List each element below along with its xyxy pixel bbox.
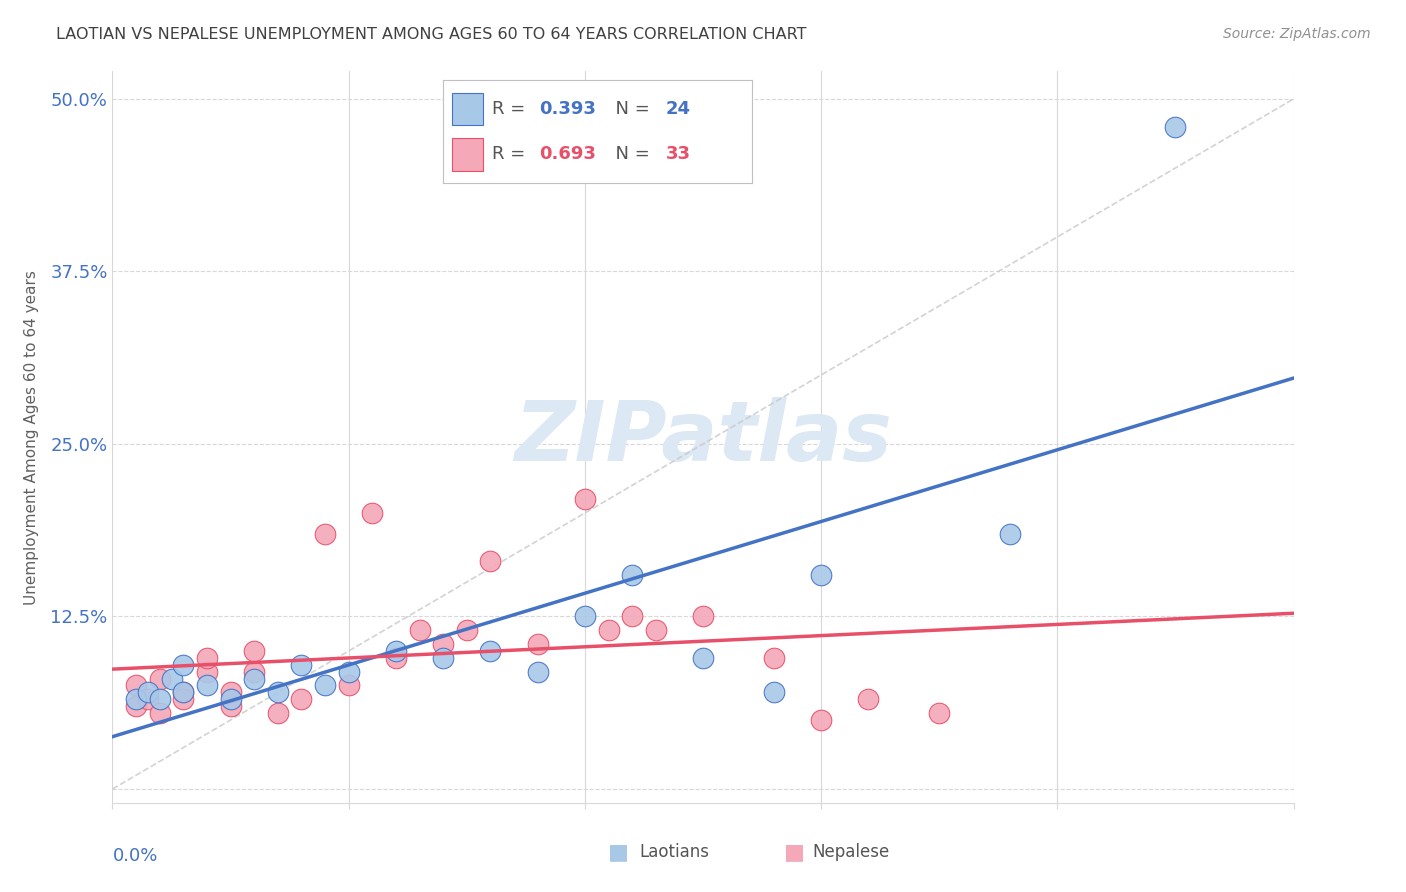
Point: [125, 692, 148, 706]
Text: N =: N =: [603, 100, 655, 118]
Y-axis label: Unemployment Among Ages 60 to 64 years: Unemployment Among Ages 60 to 64 years: [24, 269, 39, 605]
Text: R =: R =: [492, 145, 531, 163]
Text: LAOTIAN VS NEPALESE UNEMPLOYMENT AMONG AGES 60 TO 64 YEARS CORRELATION CHART: LAOTIAN VS NEPALESE UNEMPLOYMENT AMONG A…: [56, 27, 807, 42]
Point: [692, 609, 714, 624]
Point: [928, 706, 950, 720]
Point: [290, 692, 312, 706]
Point: [361, 506, 384, 520]
Point: [479, 644, 502, 658]
Point: [314, 526, 336, 541]
Point: [267, 685, 290, 699]
Point: [858, 692, 880, 706]
Point: [172, 692, 194, 706]
Point: [149, 692, 172, 706]
Point: [243, 644, 266, 658]
Point: [172, 657, 194, 672]
Point: [172, 685, 194, 699]
Point: [621, 609, 644, 624]
Point: [219, 685, 242, 699]
Point: [125, 678, 148, 692]
Point: [479, 554, 502, 568]
Point: [598, 624, 620, 638]
Point: [456, 624, 478, 638]
Point: [219, 692, 242, 706]
Point: [149, 706, 172, 720]
Point: [337, 678, 360, 692]
Point: [1164, 120, 1187, 134]
Point: [810, 713, 832, 727]
Point: [998, 526, 1021, 541]
Point: [149, 672, 172, 686]
Point: [337, 665, 360, 679]
Point: [574, 609, 596, 624]
Point: [219, 699, 242, 714]
Point: [125, 699, 148, 714]
Point: [136, 685, 159, 699]
Bar: [453, 93, 484, 126]
Point: [243, 672, 266, 686]
Point: [432, 637, 454, 651]
Text: N =: N =: [603, 145, 655, 163]
Point: [810, 568, 832, 582]
Bar: [453, 137, 484, 170]
Point: [526, 665, 548, 679]
Point: [172, 685, 194, 699]
Text: R =: R =: [492, 100, 531, 118]
Text: 0.393: 0.393: [538, 100, 596, 118]
Point: [385, 644, 408, 658]
Point: [762, 651, 785, 665]
Point: [644, 624, 666, 638]
Point: [574, 492, 596, 507]
Point: [195, 678, 218, 692]
Text: Laotians: Laotians: [640, 843, 710, 861]
Text: Source: ZipAtlas.com: Source: ZipAtlas.com: [1223, 27, 1371, 41]
Point: [314, 678, 336, 692]
Point: [267, 706, 290, 720]
Text: 33: 33: [665, 145, 690, 163]
Text: 0.693: 0.693: [538, 145, 596, 163]
Point: [526, 637, 548, 651]
Point: [195, 665, 218, 679]
Point: [195, 651, 218, 665]
Text: Nepalese: Nepalese: [813, 843, 890, 861]
Point: [243, 665, 266, 679]
Text: ■: ■: [785, 842, 804, 862]
Point: [136, 692, 159, 706]
Point: [385, 651, 408, 665]
Point: [762, 685, 785, 699]
Point: [408, 624, 430, 638]
Text: 0.0%: 0.0%: [112, 847, 157, 864]
Point: [432, 651, 454, 665]
Text: ZIPatlas: ZIPatlas: [515, 397, 891, 477]
Point: [692, 651, 714, 665]
Point: [160, 672, 183, 686]
Point: [621, 568, 644, 582]
Point: [290, 657, 312, 672]
Text: 24: 24: [665, 100, 690, 118]
Text: ■: ■: [609, 842, 628, 862]
